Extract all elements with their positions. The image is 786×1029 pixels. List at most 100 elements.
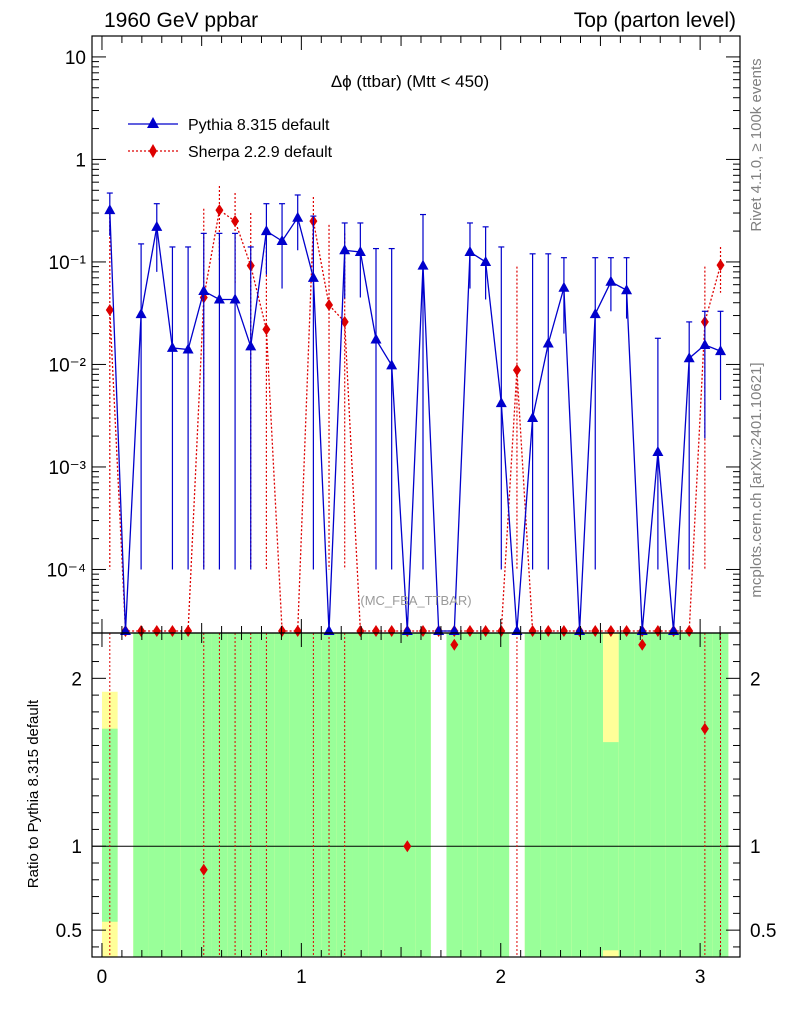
sherpa-point-marker: [387, 625, 396, 637]
pythia-point-marker: [542, 337, 554, 348]
x-tick-label: 3: [695, 967, 706, 988]
ratio-band-green: [368, 633, 384, 957]
ratio-band-green: [493, 633, 510, 957]
pythia-point-marker: [370, 333, 382, 344]
sherpa-point-marker: [372, 625, 381, 637]
sherpa-point-marker: [622, 625, 631, 637]
pythia-point-marker: [715, 345, 727, 356]
sherpa-point-marker: [528, 625, 537, 637]
ratio-sherpa-marker: [638, 638, 647, 651]
ratio-band-green: [681, 633, 698, 957]
sherpa-point-marker: [559, 625, 568, 637]
ratio-band-green: [164, 633, 181, 957]
pythia-point-marker: [589, 308, 601, 319]
ratio-band-green: [665, 633, 682, 957]
main-y-tick-label: 1: [75, 150, 86, 171]
ratio-y-tick-label-right: 2: [750, 669, 761, 690]
ratio-sherpa-marker: [700, 722, 709, 735]
ratio-sherpa-marker: [450, 638, 459, 651]
pythia-point-marker: [699, 338, 711, 349]
ratio-y-axis-label: Ratio to Pythia 8.315 default: [25, 699, 42, 888]
ratio-band-green: [274, 633, 290, 957]
ratio-sherpa-series: [199, 638, 709, 876]
ratio-band-green: [524, 633, 541, 957]
ratio-frame: [91, 632, 741, 958]
sherpa-point-marker: [340, 315, 349, 328]
pythia-point-marker: [229, 293, 241, 304]
watermark-label: (MC_FBA_TTBAR): [360, 593, 471, 608]
sherpa-point-marker: [497, 625, 506, 637]
plot-title: Δϕ (ttbar) (Mtt < 450): [331, 72, 489, 91]
ratio-band-green: [634, 633, 651, 957]
sherpa-point-marker: [465, 625, 474, 637]
ratio-y-tick-label-right: 0.5: [750, 921, 776, 942]
sherpa-point-marker: [716, 259, 725, 272]
ratio-band-layer: [101, 633, 729, 957]
pythia-point-marker: [417, 259, 429, 270]
sherpa-point-marker: [293, 625, 302, 637]
pythia-point-marker: [495, 397, 507, 408]
ratio-band-green: [446, 633, 463, 957]
pythia-point-marker: [558, 281, 570, 292]
sherpa-point-marker: [278, 625, 287, 637]
ratio-band-green: [180, 633, 196, 957]
sherpa-line: [109, 209, 722, 632]
sherpa-point-marker: [184, 625, 193, 637]
pythia-point-marker: [605, 275, 617, 286]
pythia-point-marker: [683, 352, 695, 363]
ratio-band-green: [462, 633, 478, 957]
legend-pythia-marker: [147, 117, 159, 128]
ratio-band-green: [587, 633, 604, 957]
pythia-point-marker: [213, 293, 225, 304]
ratio-band-green: [399, 633, 416, 957]
ratio-band-green: [540, 633, 557, 957]
x-tick-label: 0: [97, 967, 108, 988]
sherpa-point-marker: [606, 625, 615, 637]
pythia-point-marker: [260, 225, 272, 236]
ratio-band-green: [352, 633, 369, 957]
x-tick-label: 2: [495, 967, 506, 988]
ratio-band-green: [289, 633, 306, 957]
main-y-tick-label: 10⁻³: [49, 458, 87, 479]
ratio-y-tick-label: 0.5: [56, 921, 82, 942]
pythia-point-marker: [386, 359, 398, 370]
sherpa-point-marker: [231, 215, 240, 228]
header-left: 1960 GeV ppbar: [104, 9, 258, 32]
legend-sherpa-marker: [149, 144, 157, 158]
sherpa-point-marker: [591, 625, 600, 637]
pythia-line: [109, 210, 721, 632]
ratio-band-green: [556, 633, 572, 957]
sherpa-point-marker: [105, 303, 114, 316]
ratio-band-green: [383, 633, 400, 957]
ratio-band-green: [148, 633, 165, 957]
ratio-band-green: [133, 633, 149, 957]
pythia-point-marker: [182, 343, 194, 354]
axes: 10⁻⁴ 10⁻³ 10⁻² 10⁻¹ 1 10 0.5 0.5 1 1 2 2 0 1 2 3: [47, 35, 776, 988]
ratio-band-green: [618, 633, 635, 957]
main-y-tick-label: 10⁻²: [49, 355, 87, 376]
pythia-point-marker: [104, 204, 116, 215]
sherpa-point-marker: [168, 625, 177, 637]
legend: Pythia 8.315 default Sherpa 2.2.9 defaul…: [128, 117, 333, 161]
ratio-band-green: [415, 633, 431, 957]
pythia-point-marker: [166, 341, 178, 352]
sherpa-point-marker: [685, 625, 694, 637]
pythia-series: [104, 192, 727, 635]
pythia-point-marker: [354, 246, 366, 257]
sherpa-point-marker: [356, 625, 365, 637]
pythia-point-marker: [292, 211, 304, 222]
pythia-point-marker: [276, 235, 288, 246]
pythia-point-marker: [339, 244, 351, 255]
ratio-sherpa-marker: [403, 840, 412, 853]
ratio-y-tick-label-right: 1: [750, 837, 761, 858]
side-label-mcplots: mcplots.cern.ch [arXiv:2401.10621]: [748, 362, 765, 597]
sherpa-point-marker: [137, 625, 146, 637]
pythia-point-marker: [307, 271, 319, 282]
pythia-point-marker: [480, 255, 492, 266]
main-y-tick-label: 10⁻¹: [49, 253, 87, 274]
pythia-point-marker: [652, 445, 664, 456]
sherpa-point-marker: [544, 625, 553, 637]
pythia-point-marker: [198, 285, 210, 296]
